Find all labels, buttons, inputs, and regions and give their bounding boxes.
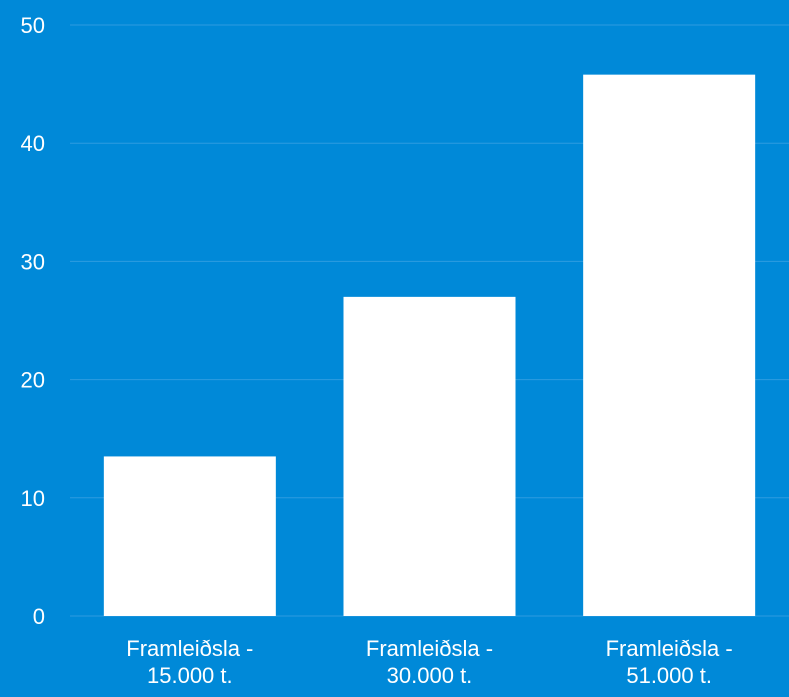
bar-1 (103, 456, 276, 616)
x-tick-label-line: Framleiðsla - (366, 636, 493, 661)
y-tick-label: 10 (21, 486, 45, 511)
bars (103, 74, 756, 617)
x-tick-label-line: 30.000 t. (387, 663, 473, 688)
x-tick-label: Framleiðsla -51.000 t. (606, 636, 733, 688)
y-tick-label: 20 (21, 368, 45, 393)
bar-3 (583, 74, 756, 617)
y-tick-label: 0 (33, 604, 45, 629)
x-tick-label-line: 15.000 t. (147, 663, 233, 688)
x-tick-label-line: Framleiðsla - (126, 636, 253, 661)
y-tick-label: 40 (21, 131, 45, 156)
y-tick-label: 30 (21, 249, 45, 274)
y-tick-label: 50 (21, 13, 45, 38)
y-axis-ticks: 0 10 20 30 40 50 (21, 13, 45, 629)
x-tick-label: Framleiðsla -30.000 t. (366, 636, 493, 688)
x-tick-label-line: Framleiðsla - (606, 636, 733, 661)
bar-2 (343, 296, 516, 616)
x-tick-label-line: 51.000 t. (626, 663, 712, 688)
x-axis-ticks: Framleiðsla -15.000 t.Framleiðsla -30.00… (126, 636, 732, 688)
x-tick-label: Framleiðsla -15.000 t. (126, 636, 253, 688)
